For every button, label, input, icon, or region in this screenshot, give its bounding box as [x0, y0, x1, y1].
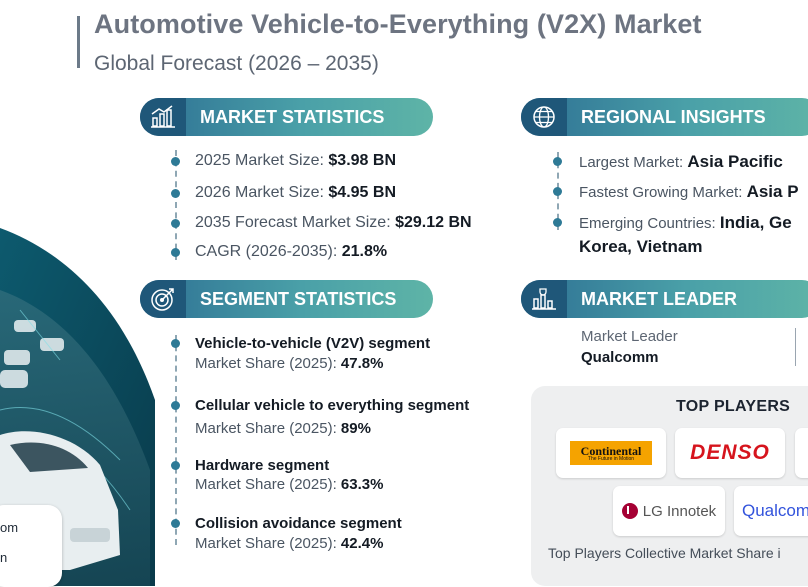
segment-cellular-share: Market Share (2025): 89% — [195, 420, 371, 437]
target-icon — [140, 280, 186, 318]
largest-market: Largest Market: Asia Pacific — [579, 152, 783, 171]
timeline-dot — [553, 187, 562, 196]
regional-insights-heading: REGIONAL INSIGHTS — [581, 107, 766, 127]
market-leader-label: Market Leader — [581, 328, 678, 345]
timeline-dot — [171, 519, 180, 528]
timeline-dot — [171, 189, 180, 198]
regional-insights-header: REGIONAL INSIGHTS — [521, 98, 808, 136]
emerging-countries: Emerging Countries: India, Ge — [579, 213, 792, 232]
timeline-dot — [553, 218, 562, 227]
segment-statistics-header: SEGMENT STATISTICS — [140, 280, 433, 318]
segment-statistics-timeline — [175, 335, 177, 545]
chart-trophy-icon — [521, 280, 567, 318]
market-statistics-heading: MARKET STATISTICS — [200, 107, 385, 127]
stat-cagr: CAGR (2026-2035): 21.8% — [195, 243, 388, 260]
image-legend-box — [0, 505, 62, 587]
segment-v2v-title: Vehicle-to-vehicle (V2V) segment — [195, 335, 431, 352]
emerging-countries-line2: Korea, Vietnam — [579, 237, 703, 256]
timeline-dot — [171, 157, 180, 166]
continental-logo: Continental The Future in Motion — [556, 428, 666, 478]
timeline-dot — [171, 401, 180, 410]
timeline-dot — [171, 219, 180, 228]
segment-v2v-share: Market Share (2025): 47.8% — [195, 355, 384, 372]
market-statistics-header: MARKET STATISTICS — [140, 98, 433, 136]
globe-icon — [521, 98, 567, 136]
segment-cellular-title: Cellular vehicle to everything segment — [195, 397, 470, 414]
stat-2026-market-size: 2026 Market Size: $4.95 BN — [195, 184, 396, 201]
denso-logo: DENSO — [675, 428, 785, 478]
title-accent-bar — [77, 16, 80, 68]
partial-logo-card — [795, 428, 808, 478]
image-legend-line1: om — [0, 520, 19, 535]
timeline-dot — [171, 339, 180, 348]
market-leader-header: MARKET LEADER — [521, 280, 808, 318]
fastest-growing-market: Fastest Growing Market: Asia P — [579, 182, 799, 201]
segment-collision-share: Market Share (2025): 42.4% — [195, 535, 384, 552]
lg-circle-icon — [621, 503, 638, 519]
market-leader-value: Qualcomm — [581, 349, 659, 366]
stat-2035-forecast-size: 2035 Forecast Market Size: $29.12 BN — [195, 214, 472, 231]
segment-collision-title: Collision avoidance segment — [195, 515, 402, 532]
segment-hardware-title: Hardware segment — [195, 457, 330, 474]
segment-statistics-heading: SEGMENT STATISTICS — [200, 289, 397, 309]
timeline-dot — [171, 461, 180, 470]
timeline-dot — [171, 248, 180, 257]
lg-innotek-logo: LG Innotek — [613, 486, 725, 536]
market-leader-heading: MARKET LEADER — [581, 289, 737, 309]
stat-2025-market-size: 2025 Market Size: $3.98 BN — [195, 152, 396, 169]
market-leader-divider — [795, 328, 796, 366]
page-title: Automotive Vehicle-to-Everything (V2X) M… — [94, 9, 702, 39]
image-legend-line2: n — [0, 550, 8, 565]
top-players-heading: TOP PLAYERS — [676, 398, 791, 415]
qualcomm-logo: Qualcom — [734, 486, 808, 536]
bar-chart-icon — [140, 98, 186, 136]
timeline-dot — [553, 157, 562, 166]
market-statistics-timeline — [175, 150, 177, 260]
segment-hardware-share: Market Share (2025): 63.3% — [195, 476, 384, 493]
page-subtitle: Global Forecast (2026 – 2035) — [94, 52, 379, 75]
top-players-footer: Top Players Collective Market Share i — [548, 545, 781, 561]
